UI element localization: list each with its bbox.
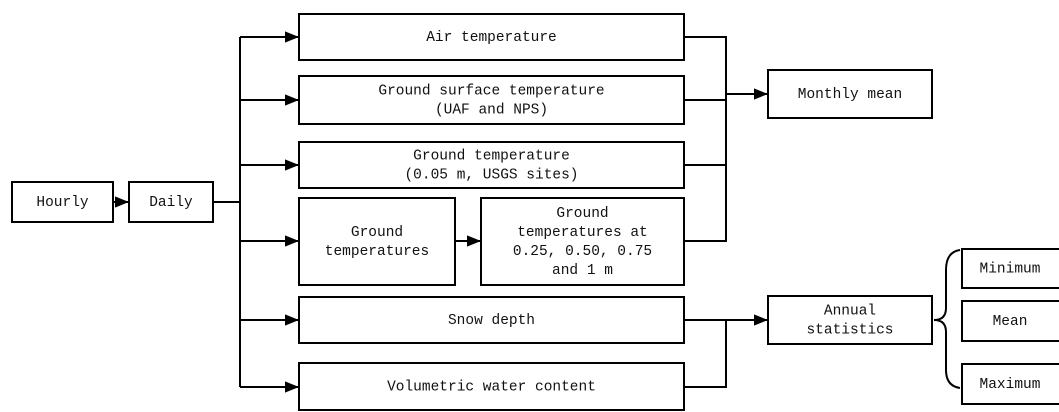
- node-box: [961, 248, 1059, 289]
- node-label: Maximum: [980, 377, 1041, 393]
- node-box: [961, 363, 1059, 405]
- node-box: [11, 181, 114, 223]
- node-label: temperatures: [325, 244, 429, 260]
- node-label: Ground surface temperature: [378, 83, 604, 99]
- node-label: Daily: [149, 195, 193, 211]
- node-box: [298, 75, 685, 125]
- node-label: Monthly mean: [798, 87, 902, 103]
- node-label: statistics: [806, 322, 893, 338]
- node-label: Hourly: [36, 195, 89, 211]
- node-label: (0.05 m, USGS sites): [404, 167, 578, 183]
- node-label: (UAF and NPS): [435, 102, 548, 118]
- node-label: Ground temperature: [413, 148, 570, 164]
- node-box: [767, 295, 933, 345]
- connector: [684, 320, 727, 388]
- node-box: [767, 69, 933, 119]
- node-label: temperatures at: [517, 225, 648, 241]
- node-label: Snow depth: [448, 313, 535, 329]
- node-label: Ground: [351, 225, 403, 241]
- node-label: and 1 m: [552, 263, 613, 279]
- node-box: [961, 300, 1059, 342]
- node-box: [480, 197, 685, 286]
- node-box: [298, 141, 685, 189]
- brace: [933, 249, 961, 389]
- node-label: Volumetric water content: [387, 379, 596, 395]
- node-label: 0.25, 0.50, 0.75: [513, 244, 652, 260]
- node-label: Mean: [993, 314, 1028, 330]
- node-label: Ground: [556, 206, 608, 222]
- node-box: [298, 362, 685, 411]
- node-label: Annual: [824, 303, 876, 319]
- node-box: [298, 296, 685, 344]
- node-label: Air temperature: [426, 30, 557, 46]
- node-box: [128, 181, 214, 223]
- connectors: [113, 31, 961, 393]
- nodes: Hourly Daily Air temperature Ground surface…: [11, 13, 1059, 411]
- connector: [684, 36, 727, 242]
- node-label: Minimum: [980, 261, 1041, 277]
- node-box: [298, 197, 456, 286]
- node-box: [298, 13, 685, 61]
